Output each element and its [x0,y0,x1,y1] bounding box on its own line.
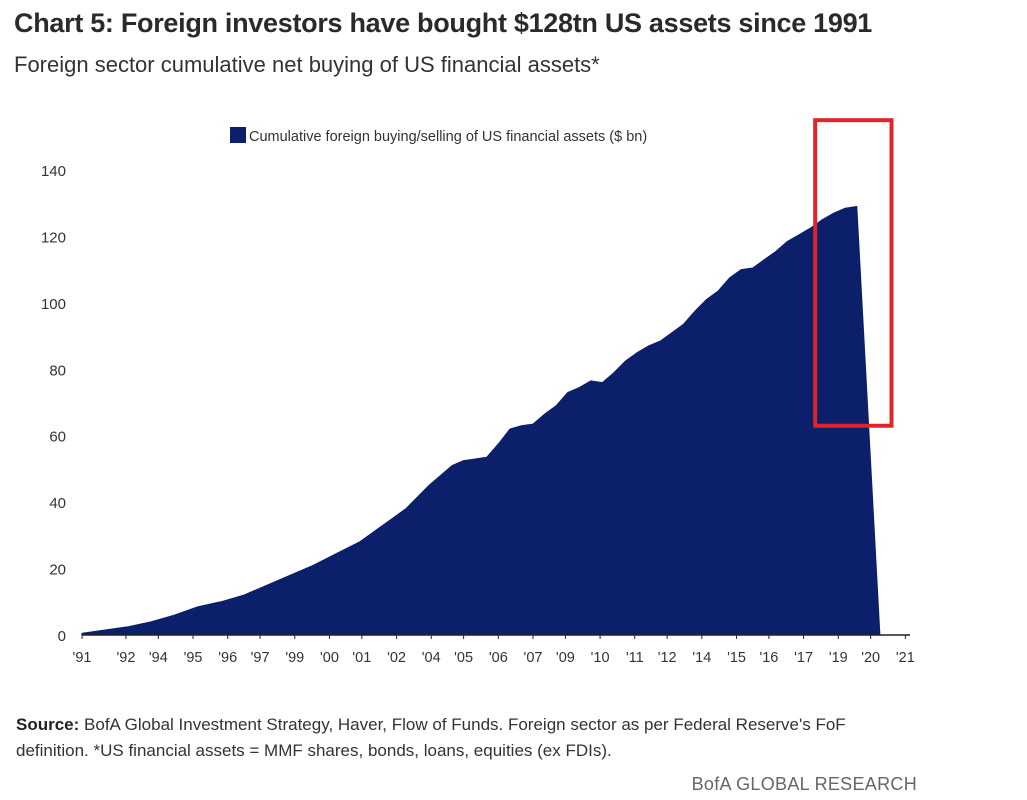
x-tick-label: '17 [794,650,813,666]
x-tick-label: '15 [727,650,746,666]
brand-footer: BofA GLOBAL RESEARCH [691,774,917,794]
x-tick-label: '10 [591,650,610,666]
x-tick-label: '20 [861,650,880,666]
chart-subtitle: Foreign sector cumulative net buying of … [14,52,600,77]
y-tick-label: 120 [41,229,66,246]
legend-swatch [230,127,246,143]
x-tick-label: '19 [829,650,848,666]
x-tick-label: '09 [556,650,575,666]
plot-layer [81,205,881,636]
source-label: Source: [16,715,80,734]
legend-label: Cumulative foreign buying/selling of US … [249,129,647,145]
y-tick-label: 40 [49,495,66,512]
x-tick-label: '14 [692,650,711,666]
y-tick-label: 0 [58,628,66,645]
legend: Cumulative foreign buying/selling of US … [230,127,647,145]
source-text: BofA Global Investment Strategy, Haver, … [16,715,846,760]
x-tick-label: '01 [352,650,371,666]
x-tick-label: '97 [251,650,270,666]
x-tick-label: '21 [896,650,915,666]
x-tick-label: '04 [422,650,441,666]
y-axis: 0 20 40 60 80 100 120 140 [41,163,66,645]
x-tick-label: '99 [285,650,304,666]
source-note: Source: BofA Global Investment Strategy,… [16,712,916,764]
x-tick-label: '92 [116,650,135,666]
x-tick-label: '94 [149,650,168,666]
x-tick-label: '16 [759,650,778,666]
chart-area: 0 20 40 60 80 100 120 140 '91 '92 '94 '95 '96 '97 '99… [41,118,915,666]
y-tick-label: 140 [41,163,66,180]
x-tick-label: '91 [73,650,92,666]
x-tick-label: '00 [320,650,339,666]
x-tick-label: '95 [184,650,203,666]
y-tick-label: 100 [41,296,66,313]
x-axis: '91 '92 '94 '95 '96 '97 '99 '00 '01 '02 '04 '05 '06 '… [73,634,915,666]
x-tick-label: '07 [524,650,543,666]
x-tick-label: '02 [387,650,406,666]
x-tick-label: '05 [454,650,473,666]
highlight-box [813,118,894,428]
annotations [813,118,894,428]
x-tick-label: '06 [489,650,508,666]
y-tick-label: 80 [49,362,66,379]
chart-title: Chart 5: Foreign investors have bought $… [14,8,873,38]
x-tick-label: '11 [626,650,644,666]
x-tick-label: '12 [658,650,677,666]
y-tick-label: 60 [49,429,66,446]
y-tick-label: 20 [49,562,66,579]
x-tick-label: '96 [218,650,237,666]
area-series-0 [81,205,881,636]
